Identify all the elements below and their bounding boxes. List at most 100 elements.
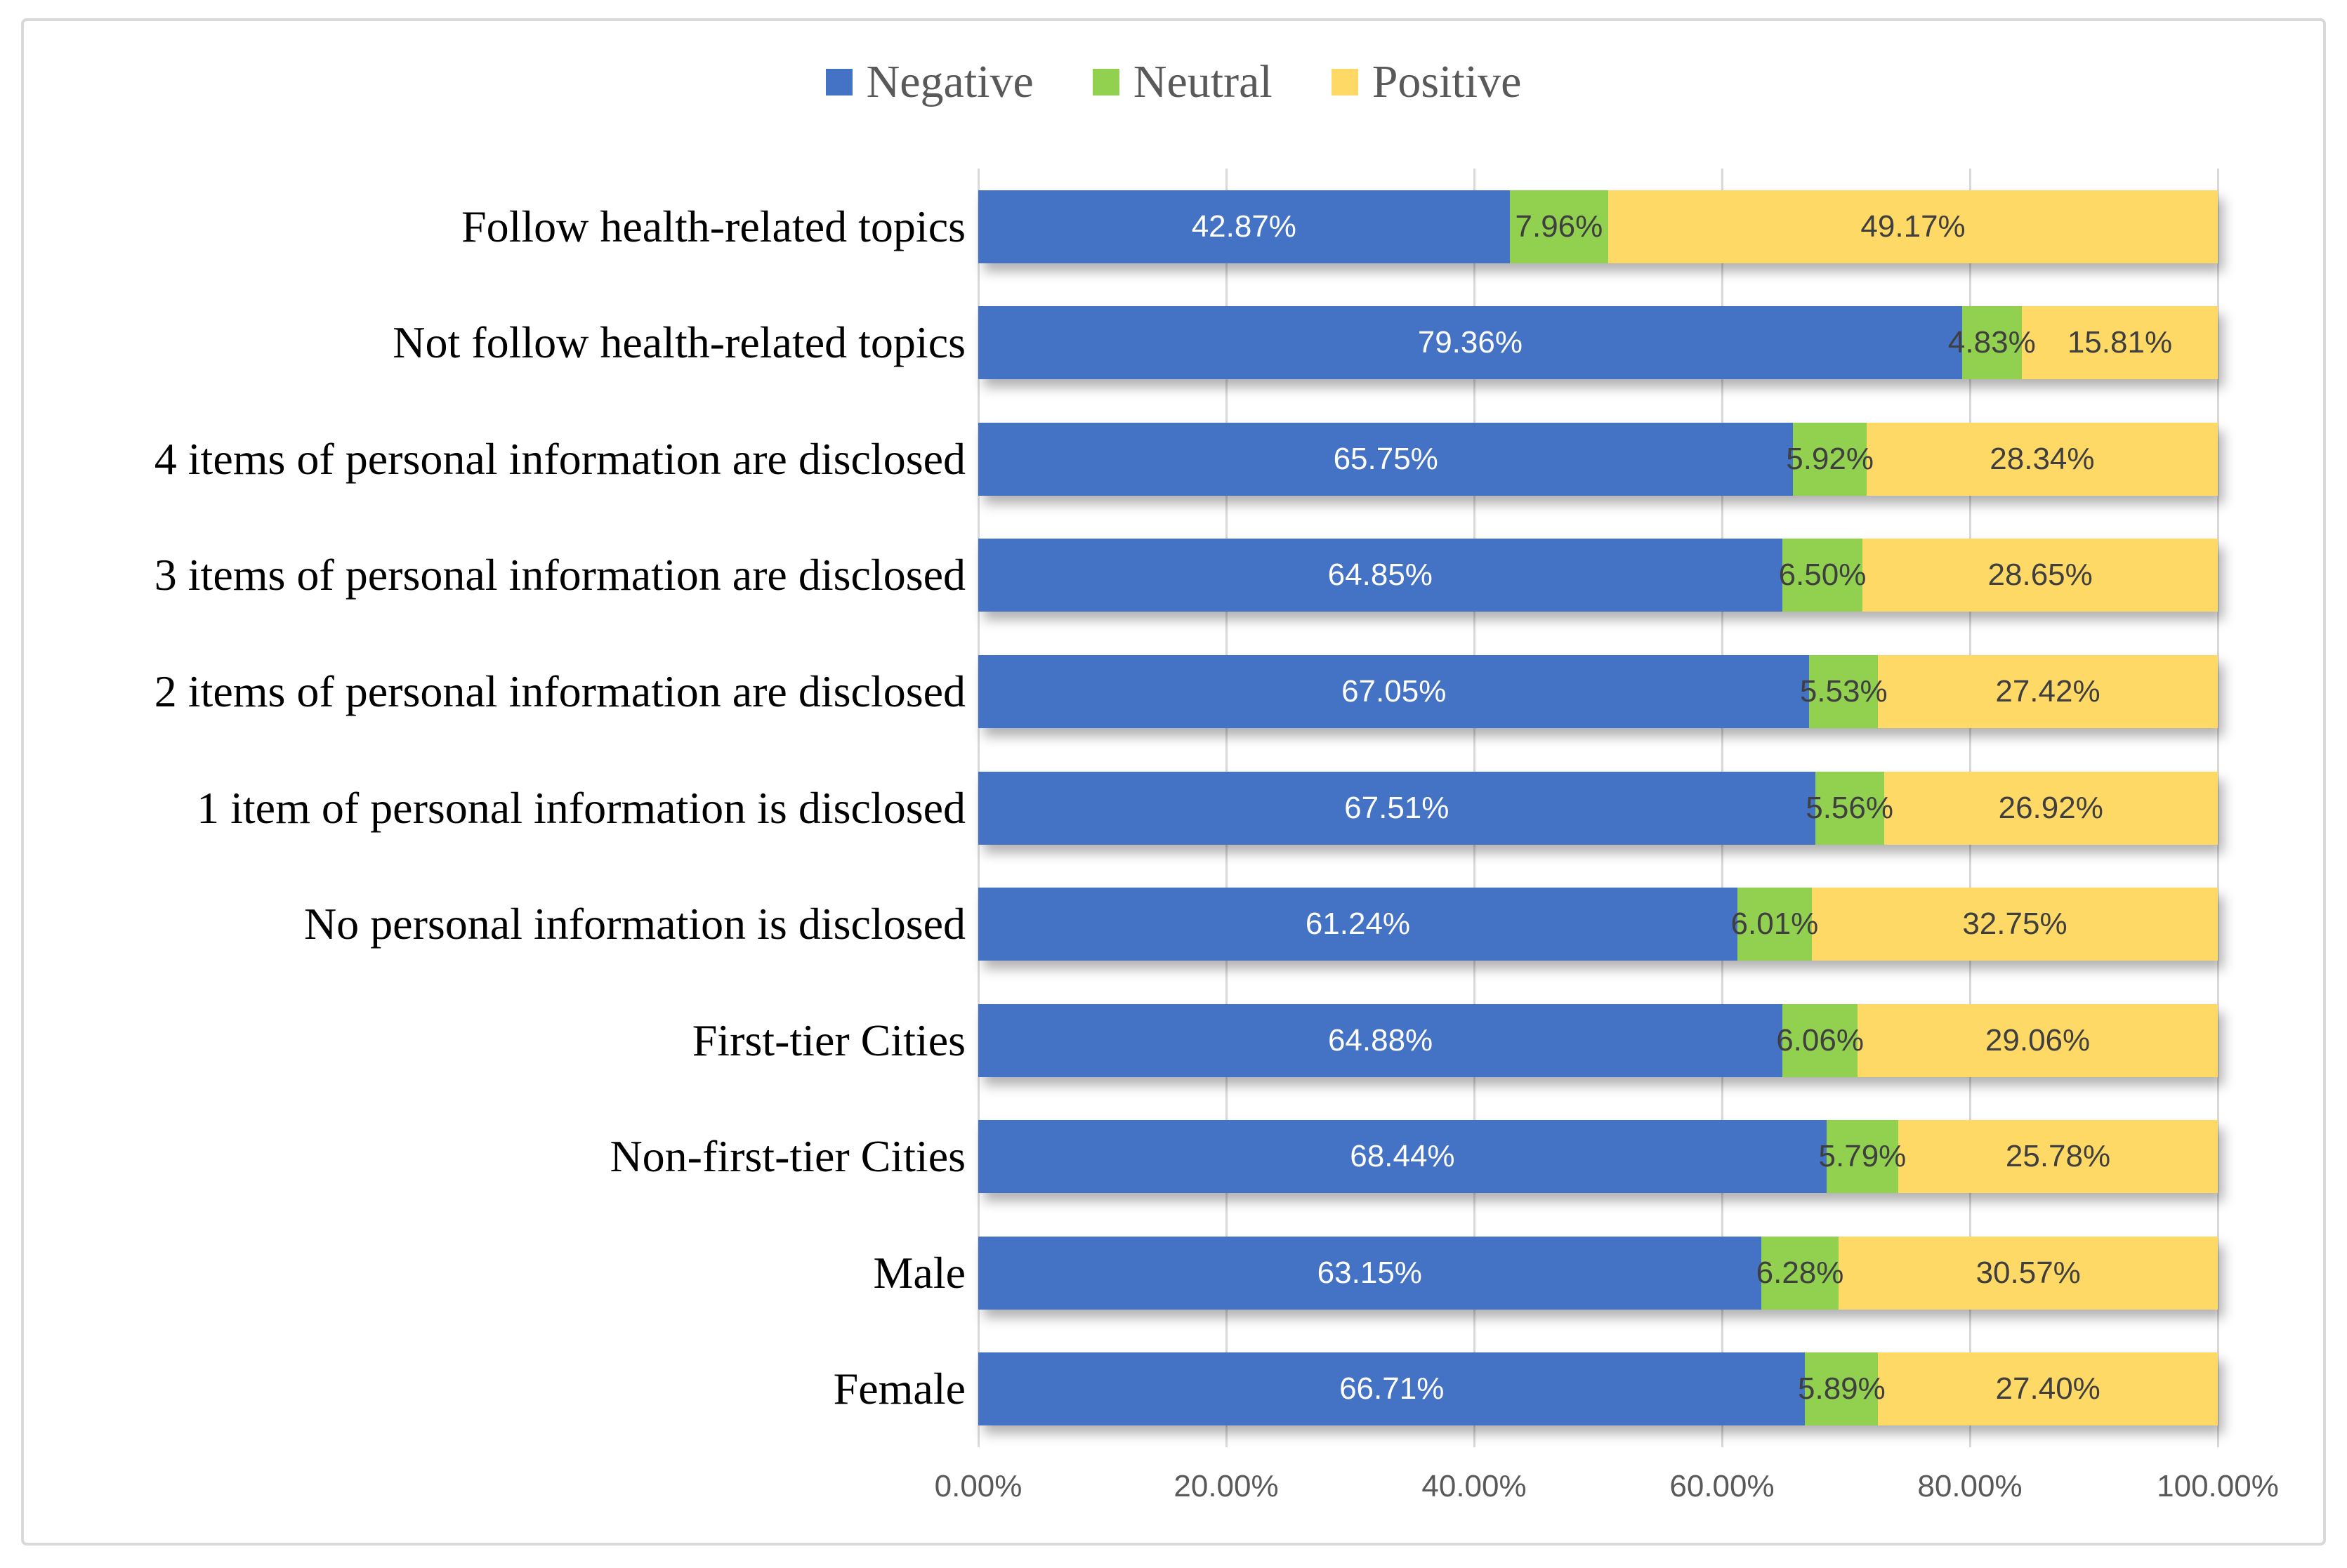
bar-row: 67.05% 5.53% 27.42% <box>978 633 2218 750</box>
legend-label: Negative <box>866 56 1034 107</box>
category-label: Non-first-tier Cities <box>610 1131 966 1182</box>
bar-row: 67.51% 5.56% 26.92% <box>978 750 2218 867</box>
segment-negative: 63.15% <box>978 1236 1761 1310</box>
segment-negative: 66.71% <box>978 1352 1806 1426</box>
segment-value-label: 64.88% <box>1327 1022 1433 1058</box>
bar-row: 64.88% 6.06% 29.06% <box>978 982 2218 1099</box>
bar-row: 68.44% 5.79% 25.78% <box>978 1098 2218 1215</box>
category-label: 3 items of personal information are disc… <box>154 550 966 600</box>
legend-item-positive: Positive <box>1331 59 1521 105</box>
x-tick-label: 40.00% <box>1421 1469 1527 1503</box>
bar-row: 64.85% 6.50% 28.65% <box>978 518 2218 634</box>
segment-neutral: 6.50% <box>1779 539 1866 612</box>
stacked-bar: 68.44% 5.79% 25.78% <box>978 1120 2218 1194</box>
stacked-bar: 64.88% 6.06% 29.06% <box>978 1003 2218 1077</box>
bar-row: 63.15% 6.28% 30.57% <box>978 1215 2218 1331</box>
legend-swatch-positive <box>1331 69 1358 95</box>
bar-row: 79.36% 4.83% 15.81% <box>978 285 2218 402</box>
segment-value-label: 6.28% <box>1756 1255 1844 1290</box>
bars: 42.87% 7.96% 49.17% 79.36% 4.83% 15.81% 65.75%… <box>978 169 2218 1447</box>
legend-item-negative: Negative <box>825 56 1034 107</box>
segment-value-label: 5.56% <box>1806 790 1893 825</box>
segment-value-label: 25.78% <box>2005 1139 2111 1174</box>
stacked-bar: 64.85% 6.50% 28.65% <box>978 539 2218 612</box>
segment-value-label: 67.05% <box>1341 673 1447 709</box>
stacked-bar: 67.05% 5.53% 27.42% <box>978 654 2218 728</box>
segment-positive: 26.92% <box>1883 771 2218 845</box>
segment-value-label: 28.34% <box>1990 441 2095 476</box>
category-label: Follow health-related topics <box>461 201 966 251</box>
segment-value-label: 7.96% <box>1515 209 1603 244</box>
segment-neutral: 5.56% <box>1806 771 1893 845</box>
x-tick-label: 0.00% <box>934 1469 1023 1503</box>
segment-negative: 67.05% <box>978 654 1810 728</box>
segment-value-label: 30.57% <box>1975 1255 2081 1290</box>
segment-neutral: 6.06% <box>1776 1003 1864 1077</box>
segment-neutral: 5.79% <box>1819 1120 1906 1194</box>
segment-neutral: 4.83% <box>1948 306 2036 380</box>
segment-positive: 25.78% <box>1898 1120 2218 1194</box>
x-tick-label: 100.00% <box>2157 1469 2279 1503</box>
category-label: 1 item of personal information is disclo… <box>197 782 966 833</box>
segment-value-label: 49.17% <box>1860 209 1966 244</box>
segment-neutral: 5.89% <box>1798 1352 1886 1426</box>
segment-value-label: 79.36% <box>1417 325 1523 360</box>
bar-row: 65.75% 5.92% 28.34% <box>978 401 2218 518</box>
stacked-bar: 65.75% 5.92% 28.34% <box>978 422 2218 496</box>
legend: Negative Neutral Positive <box>0 59 2347 105</box>
segment-value-label: 65.75% <box>1333 441 1438 476</box>
segment-positive: 27.42% <box>1878 654 2218 728</box>
category-label: No personal information is disclosed <box>303 899 966 949</box>
segment-negative: 65.75% <box>978 422 1794 496</box>
segment-value-label: 4.83% <box>1947 325 2036 360</box>
stacked-bar: 61.24% 6.01% 32.75% <box>978 888 2218 961</box>
segment-value-label: 6.01% <box>1730 907 1819 942</box>
segment-negative: 64.88% <box>978 1003 1783 1077</box>
stacked-bar: 79.36% 4.83% 15.81% <box>978 306 2218 380</box>
bar-row: 66.71% 5.89% 27.40% <box>978 1331 2218 1447</box>
category-label: Not follow health-related topics <box>393 317 966 368</box>
segment-neutral: 5.53% <box>1800 654 1888 728</box>
x-axis: 0.00% 20.00% 40.00% 60.00% 80.00% 100.00% <box>935 1469 2279 1518</box>
segment-neutral: 7.96% <box>1509 190 1609 263</box>
segment-value-label: 67.51% <box>1344 790 1449 825</box>
segment-negative: 61.24% <box>978 888 1737 961</box>
segment-value-label: 5.92% <box>1786 441 1874 476</box>
bar-row: 42.87% 7.96% 49.17% <box>978 169 2218 285</box>
stacked-bar: 63.15% 6.28% 30.57% <box>978 1236 2218 1310</box>
segment-positive: 30.57% <box>1839 1236 2218 1310</box>
stacked-bar: 66.71% 5.89% 27.40% <box>978 1352 2218 1426</box>
segment-positive: 28.65% <box>1862 539 2218 612</box>
segment-value-label: 5.79% <box>1818 1139 1907 1174</box>
segment-positive: 27.40% <box>1878 1352 2218 1426</box>
category-label: 4 items of personal information are disc… <box>154 433 966 484</box>
segment-value-label: 28.65% <box>1987 558 2093 593</box>
segment-value-label: 15.81% <box>2067 325 2173 360</box>
segment-value-label: 6.50% <box>1778 558 1867 593</box>
segment-value-label: 27.40% <box>1995 1371 2101 1406</box>
category-label: First-tier Cities <box>692 1015 966 1065</box>
x-tick-label: 80.00% <box>1917 1469 2023 1503</box>
segment-negative: 79.36% <box>978 306 1962 380</box>
segment-value-label: 66.71% <box>1339 1371 1445 1406</box>
bar-row: 61.24% 6.01% 32.75% <box>978 866 2218 982</box>
segment-value-label: 5.89% <box>1798 1371 1886 1406</box>
segment-value-label: 27.42% <box>1995 673 2101 709</box>
segment-neutral: 6.28% <box>1756 1236 1843 1310</box>
segment-value-label: 32.75% <box>1962 907 2067 942</box>
segment-value-label: 26.92% <box>1998 790 2103 825</box>
segment-negative: 64.85% <box>978 539 1782 612</box>
segment-positive: 49.17% <box>1608 190 2218 263</box>
category-label: Female <box>833 1364 966 1414</box>
stacked-bar: 42.87% 7.96% 49.17% <box>978 190 2218 263</box>
segment-value-label: 68.44% <box>1350 1139 1455 1174</box>
legend-swatch-neutral <box>1092 69 1119 95</box>
segment-value-label: 42.87% <box>1191 209 1296 244</box>
legend-label: Neutral <box>1133 56 1273 107</box>
segment-value-label: 61.24% <box>1305 907 1411 942</box>
segment-negative: 67.51% <box>978 771 1815 845</box>
x-tick-label: 20.00% <box>1174 1469 1279 1503</box>
segment-positive: 32.75% <box>1811 888 2218 961</box>
segment-positive: 29.06% <box>1858 1003 2218 1077</box>
